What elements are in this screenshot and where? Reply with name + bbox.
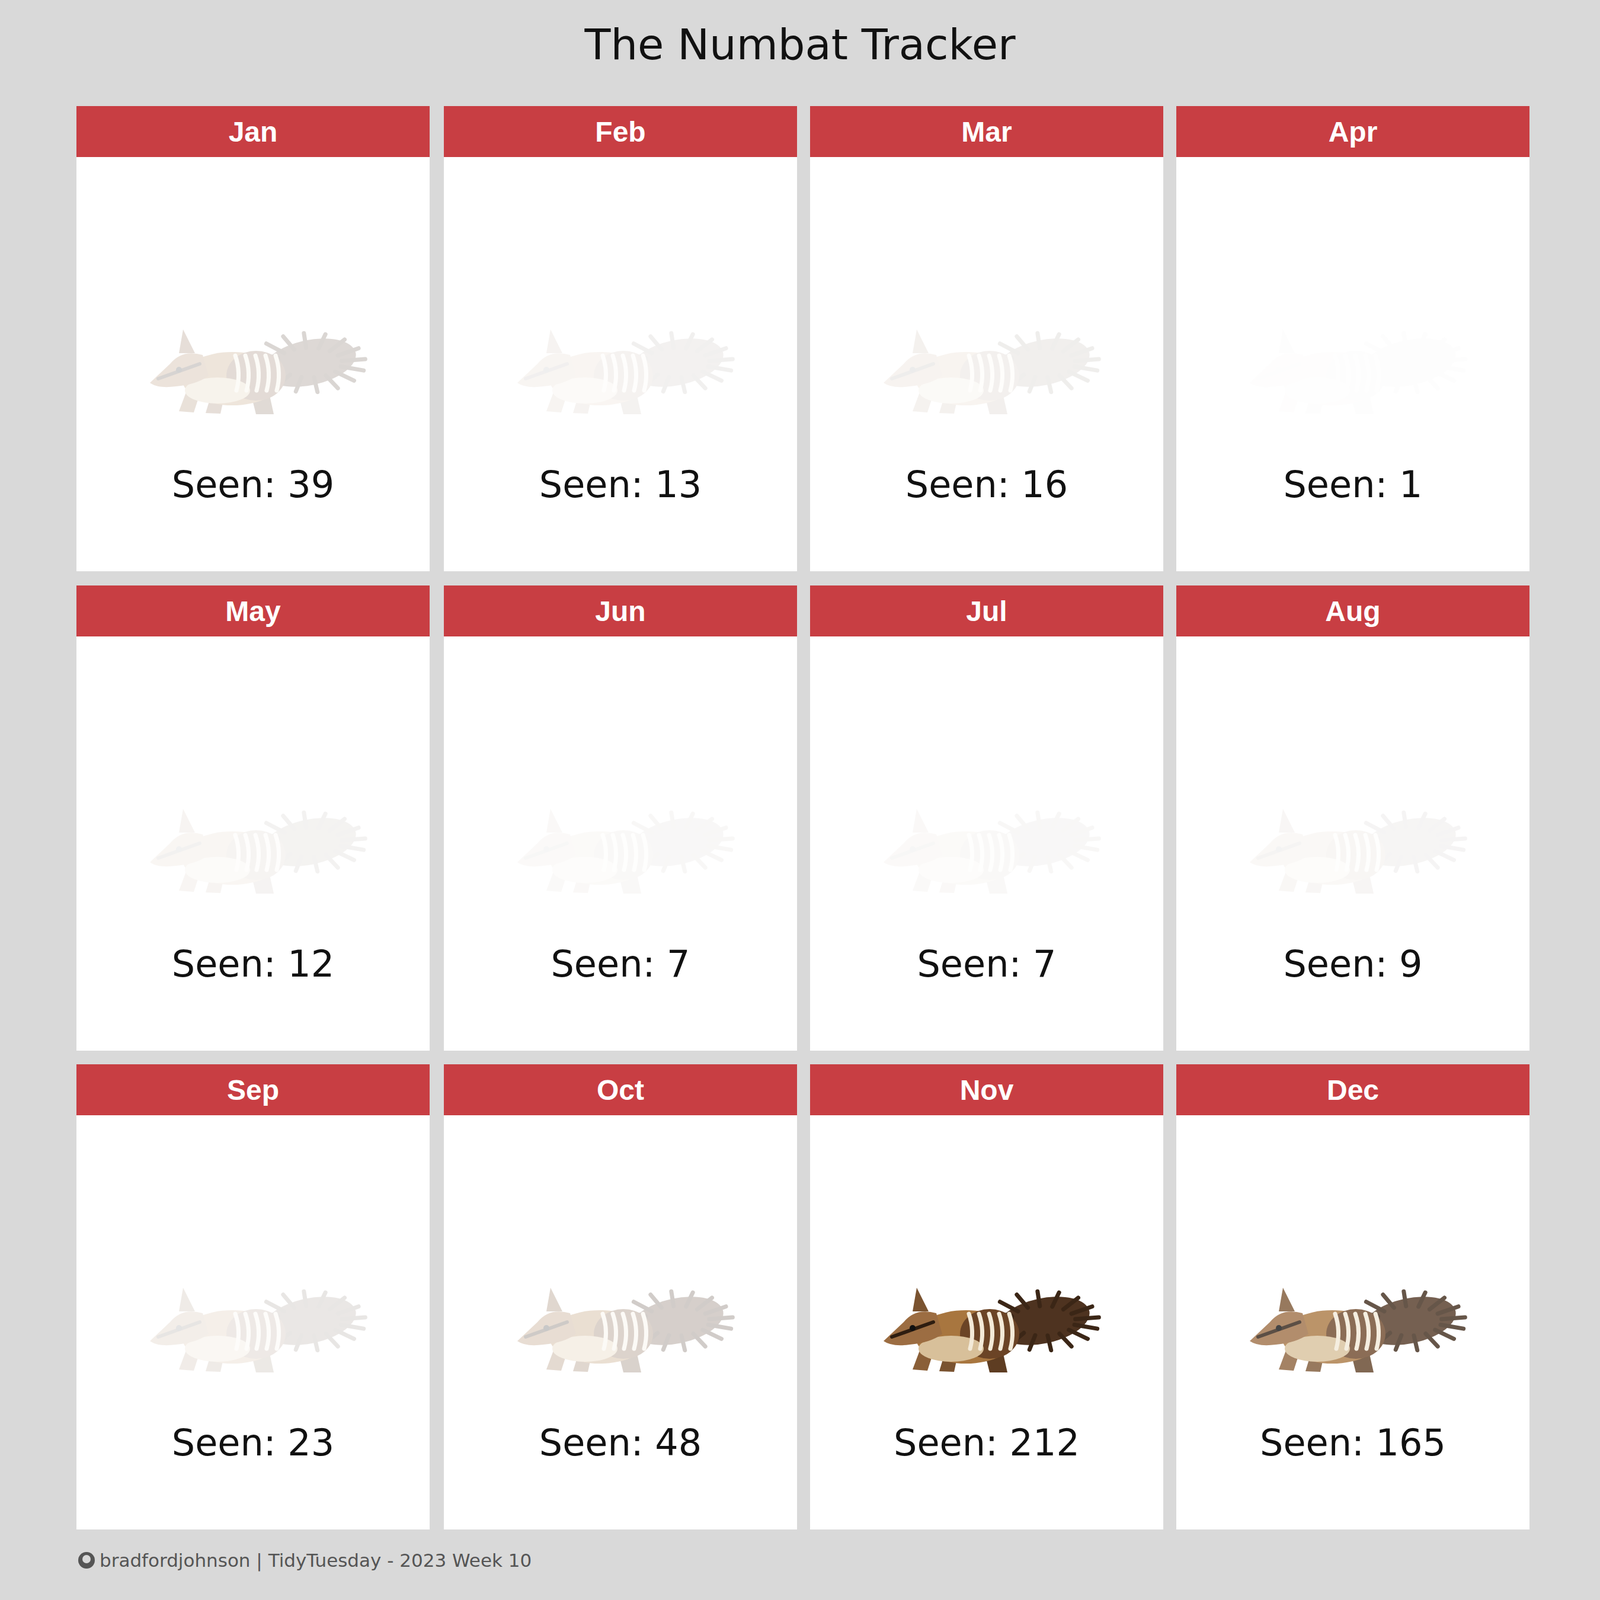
data-label: Seen: 12 [171,942,335,986]
panel-header [443,106,798,158]
data-label: Seen: 39 [171,462,335,507]
numbat-icon [149,1287,366,1373]
background [0,0,1600,1600]
panel-bg [1176,106,1530,572]
data-label: Seen: 9 [1283,942,1423,986]
numbat-icon [517,329,733,415]
month-label: Aug [1325,595,1381,627]
panel-bg [810,106,1164,572]
data-label: Seen: 7 [551,942,691,986]
month-panel: Feb Seen: 13 [443,106,798,572]
caption: bradfordjohnson | TidyTuesday - 2023 Wee… [99,1549,532,1572]
panel-header [76,106,430,158]
month-panel: May Seen: 12 [76,585,430,1051]
panel-header [810,106,1164,158]
numbat-icon [517,808,733,894]
month-label: Oct [596,1074,645,1106]
data-label: Seen: 16 [905,462,1068,507]
panel-bg [1176,1064,1530,1530]
month-label: Apr [1328,116,1378,148]
data-label: Seen: 48 [539,1421,702,1465]
panel-header [1176,106,1530,158]
month-panel: Jun Seen: 7 [443,585,798,1051]
panel-bg [1176,585,1530,1051]
panel-header [76,585,430,637]
data-label: Seen: 212 [893,1421,1080,1465]
panel-bg [810,1064,1164,1530]
panel-bg [443,106,798,572]
panel-header [1176,1064,1530,1116]
month-panel: Dec Seen: 165 [1176,1064,1530,1530]
month-panel: Jul Seen: 7 [810,585,1164,1051]
data-label: Seen: 1 [1283,462,1423,507]
numbat-icon [883,329,1099,415]
month-panel: Mar Seen: 16 [810,106,1164,572]
numbat-icon [1249,808,1465,894]
panel-header [810,1064,1164,1116]
numbat-icon [883,808,1099,894]
month-label: Sep [226,1074,280,1106]
month-panel: Apr Seen: 1 [1176,106,1530,572]
month-panel: Aug Seen: 9 [1176,585,1530,1051]
numbat-icon [149,808,366,894]
panel-header [443,1064,798,1116]
title: The Numbat Tracker [583,19,1016,70]
panel-bg [76,106,430,572]
chart: The Numbat Tracker Jan Seen: 39 Feb Seen: 13… [0,0,1600,1600]
month-label: May [225,595,281,627]
month-label: Jun [594,595,646,627]
month-panel: Sep Seen: 23 [76,1064,430,1530]
month-label: Jan [228,116,278,148]
panel-bg [443,585,798,1051]
panel-bg [76,585,430,1051]
panel-bg [810,585,1164,1051]
numbat-icon [1249,329,1465,415]
data-label: Seen: 165 [1259,1421,1446,1465]
github-icon [78,1552,95,1569]
panel-header [810,585,1164,637]
panel-bg [76,1064,430,1530]
numbat-icon [517,1287,733,1373]
month-panel: Nov Seen: 212 [810,1064,1164,1530]
numbat-icon [1249,1287,1465,1373]
month-label: Nov [960,1074,1014,1106]
month-label: Jul [965,595,1007,627]
panel-header [1176,585,1530,637]
panel-header [443,585,798,637]
numbat-icon [149,329,366,415]
month-panel: Oct Seen: 48 [443,1064,798,1530]
numbat-icon [883,1287,1099,1373]
month-label: Mar [961,116,1012,148]
panel-bg [443,1064,798,1530]
data-label: Seen: 7 [917,942,1057,986]
panel-header [76,1064,430,1116]
month-label: Feb [594,116,646,148]
data-label: Seen: 13 [539,462,702,507]
data-label: Seen: 23 [171,1421,335,1465]
month-panel: Jan Seen: 39 [76,106,430,572]
month-label: Dec [1326,1074,1379,1106]
